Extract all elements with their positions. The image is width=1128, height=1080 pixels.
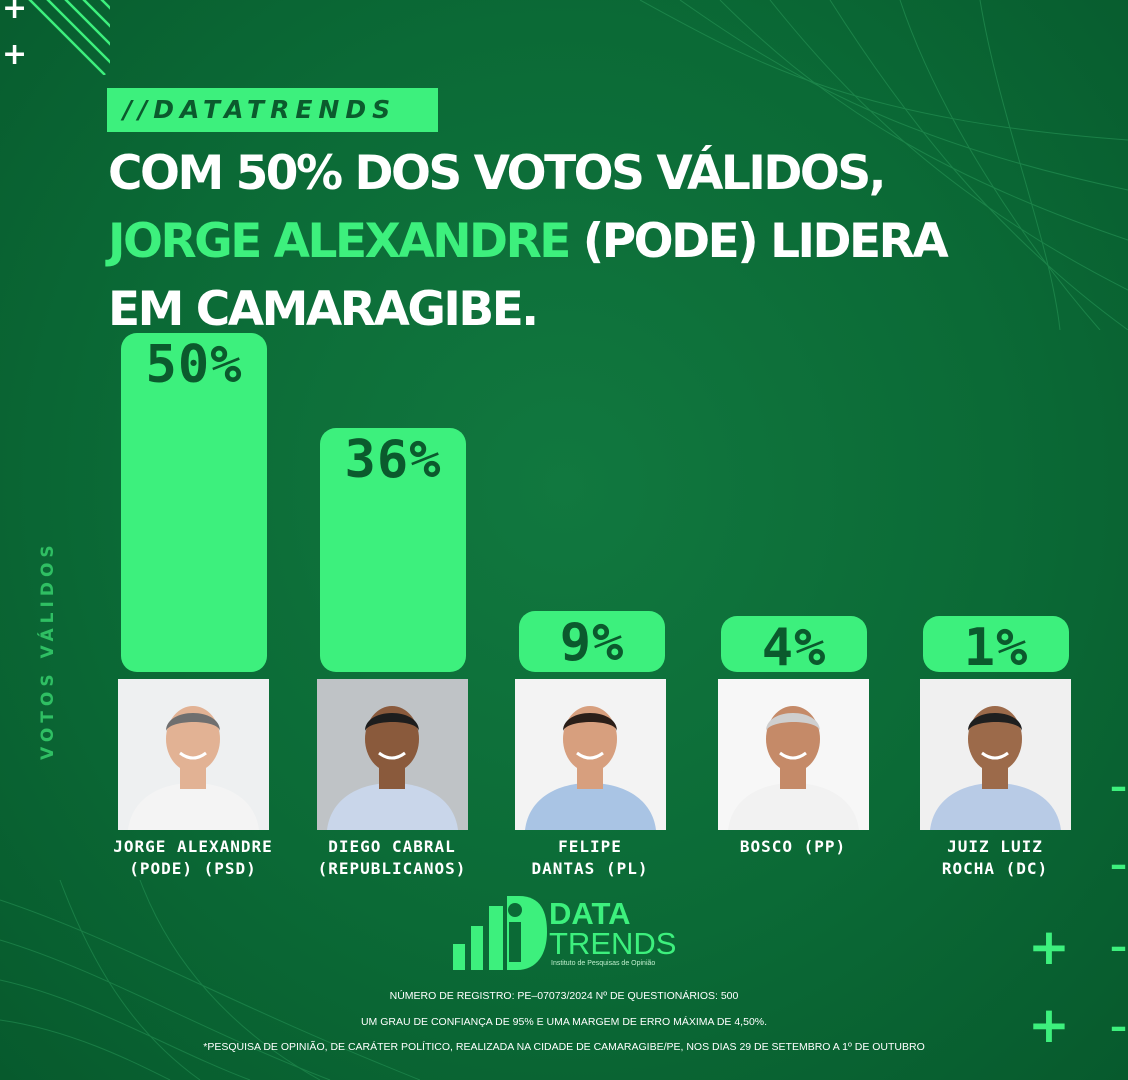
bar-3 <box>519 610 665 672</box>
candidate-name: JUIZ LUIZ ROCHA (DC) <box>895 836 1095 880</box>
plus-icon: + <box>1028 918 1070 976</box>
candidate-name-line-2: (PODE) (PSD) <box>129 859 257 878</box>
candidate-name-line-1: JUIZ LUIZ <box>947 837 1043 856</box>
candidate-photo <box>118 679 269 830</box>
datatrends-logo: DATA TRENDS Instituto de Pesquisas de Op… <box>451 892 681 972</box>
candidate-name-line-2: (REPUBLICANOS) <box>317 859 467 878</box>
dash-icon: – <box>1110 1007 1127 1047</box>
logo-word-data: DATA <box>549 896 631 931</box>
y-axis-title: VOTOS VÁLIDOS <box>38 540 58 760</box>
dash-icon: – <box>1110 845 1127 885</box>
headline-highlight: JORGE ALEXANDRE <box>108 214 571 269</box>
mesh-decoration <box>639 0 1128 330</box>
candidate-name-line-1: JORGE ALEXANDRE <box>113 837 273 856</box>
dash-icon: – <box>1110 927 1127 967</box>
bar-5 <box>923 616 1069 672</box>
candidate-name-line-2: ROCHA (DC) <box>941 859 1049 878</box>
logo-word-trends: TRENDS <box>549 926 677 961</box>
candidate-name-line-1: FELIPE <box>558 837 622 856</box>
bar-4 <box>721 616 867 672</box>
candidate-name-line-1: DIEGO CABRAL <box>328 837 456 856</box>
plus-icon: + <box>1028 996 1070 1054</box>
bar-value-label: 1% <box>963 618 1029 678</box>
bar-2 <box>320 427 466 672</box>
headline-line-2-rest: (PODE) LIDERA <box>568 214 949 269</box>
candidate-name: DIEGO CABRAL (REPUBLICANOS) <box>292 836 492 880</box>
candidate-photo <box>317 679 468 830</box>
dash-icon: – <box>1110 767 1127 807</box>
headline-line-1: COM 50% DOS VOTOS VÁLIDOS, <box>108 146 887 201</box>
mesh-decoration <box>0 880 420 1080</box>
candidate-name-line-2: DANTAS (PL) <box>531 859 649 878</box>
page-title: COM 50% DOS VOTOS VÁLIDOS, JORGE ALEXAND… <box>108 140 1108 344</box>
bar-value-label: 4% <box>761 618 827 678</box>
bar-1 <box>121 333 267 672</box>
logo-icon <box>453 896 547 970</box>
footer-registration: NÚMERO DE REGISTRO: PE–07073/2024 Nº DE … <box>389 990 739 1002</box>
candidate-photo <box>920 679 1071 830</box>
candidate-name: FELIPE DANTAS (PL) <box>490 836 690 880</box>
candidate-photo <box>515 679 666 830</box>
candidate-name: BOSCO (PP) <box>693 836 893 858</box>
headline-line-3: EM CAMARAGIBE. <box>108 282 539 337</box>
plus-icon: + <box>2 37 28 72</box>
candidate-name: JORGE ALEXANDRE (PODE) (PSD) <box>93 836 293 880</box>
corner-stripes-decoration <box>0 0 110 75</box>
logo-subtitle: Instituto de Pesquisas de Opinião <box>551 960 656 967</box>
footer-disclaimer: *PESQUISA DE OPINIÃO, DE CARÁTER POLÍTIC… <box>203 1041 925 1053</box>
brand-tag: //DATATRENDS <box>107 88 438 132</box>
candidate-photo <box>718 679 869 830</box>
headline-line-2: JORGE ALEXANDRE (PODE) LIDERA <box>108 208 1108 276</box>
candidate-name-line-1: BOSCO (PP) <box>739 837 847 856</box>
bar-value-label: 36% <box>344 429 442 490</box>
footer-confidence: UM GRAU DE CONFIANÇA DE 95% E UMA MARGEM… <box>360 1016 768 1028</box>
bar-value-label: 50% <box>145 335 243 395</box>
plus-icon: + <box>2 0 28 26</box>
bar-value-label: 9% <box>559 612 625 673</box>
